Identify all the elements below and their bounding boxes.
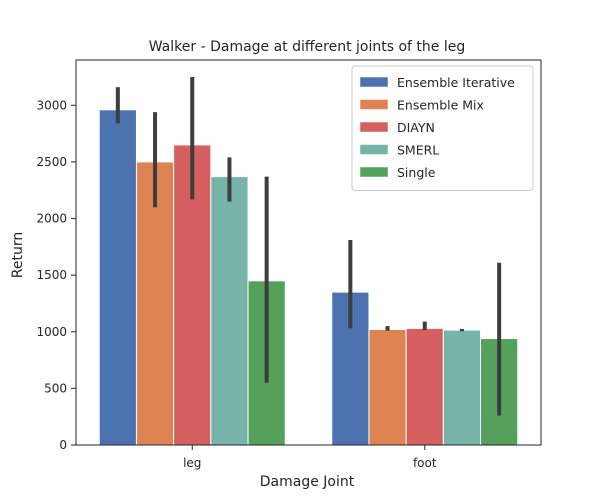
legend: Ensemble Iterative Ensemble Mix DIAYN SMERL…: [351, 65, 534, 191]
legend-label: Ensemble Mix: [397, 98, 484, 113]
bar-leg-ensemble-iterative: [98, 109, 137, 446]
legend-label: Ensemble Iterative: [397, 75, 515, 90]
bar-leg-smerl: [210, 176, 249, 446]
bar-foot-smerl: [442, 329, 482, 446]
legend-swatch: [359, 121, 389, 133]
x-axis-label: Damage Joint: [260, 474, 355, 490]
chart-title: Walker - Damage at different joints of t…: [149, 39, 466, 55]
plot-area-frame: [75, 59, 542, 446]
y-tick-label: 500: [44, 381, 67, 395]
legend-swatch: [359, 144, 389, 155]
bar-foot-diayn: [405, 327, 444, 446]
y-axis-label: Return: [10, 232, 26, 278]
x-tick-label: foot: [413, 456, 437, 470]
x-axis-ticks: leg foot: [183, 445, 437, 470]
legend-label: SMERL: [397, 143, 439, 158]
y-tick-label: 2000: [36, 212, 67, 226]
legend-box: [351, 65, 534, 191]
legend-swatch: [359, 99, 389, 110]
legend-label: Single: [397, 165, 436, 180]
error-bars-layer: [115, 76, 502, 416]
x-tick-label: leg: [183, 456, 201, 470]
legend-swatch: [359, 166, 389, 178]
y-tick-label: 1000: [36, 325, 67, 339]
legend-swatch: [359, 76, 389, 88]
y-tick-label: 2500: [36, 155, 67, 169]
y-tick-label: 1500: [36, 268, 67, 282]
bar-foot-ensemble-mix: [368, 329, 407, 446]
legend-label: DIAYN: [397, 120, 435, 135]
y-tick-label: 3000: [36, 98, 67, 112]
y-axis-ticks: 0 500 1000 1500 2000 2500 3000: [36, 98, 76, 452]
y-tick-label: 0: [59, 438, 67, 452]
